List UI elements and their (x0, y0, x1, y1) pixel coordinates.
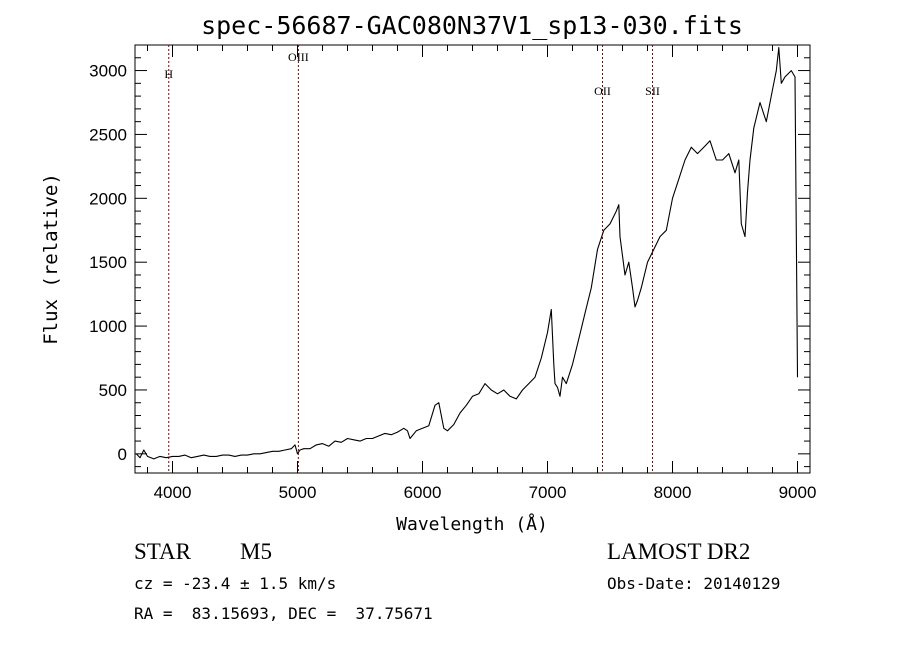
line-marker-label: OIII (288, 50, 309, 64)
x-tick-label: 5000 (279, 483, 317, 502)
object-subclass: M5 (240, 539, 272, 564)
survey-name: LAMOST DR2 (607, 539, 751, 564)
chart-title: spec-56687-GAC080N37V1_sp13-030.fits (201, 11, 743, 40)
x-axis-label: Wavelength (Å) (396, 513, 548, 535)
x-tick-label: 6000 (404, 483, 442, 502)
y-tick-label: 1000 (89, 317, 127, 336)
object-class: STAR (134, 539, 191, 564)
x-tick-label: 4000 (154, 483, 192, 502)
redshift-text: cz = -23.4 ± 1.5 km/s (134, 574, 337, 593)
y-tick-label: 3000 (89, 62, 127, 81)
spectrum-line (135, 47, 799, 460)
coordinates-text: RA = 83.15693, DEC = 37.75671 (134, 604, 433, 623)
y-tick-label: 2000 (89, 189, 127, 208)
y-tick-label: 2500 (89, 125, 127, 144)
line-marker-label: H (164, 67, 173, 81)
y-tick-label: 1500 (89, 253, 127, 272)
plot-frame (134, 44, 811, 474)
y-axis-label: Flux (relative) (40, 173, 62, 345)
line-marker-label: SII (645, 84, 660, 98)
x-tick-label: 8000 (654, 483, 692, 502)
line-marker-label: OII (594, 84, 611, 98)
y-tick-label: 500 (99, 381, 127, 400)
x-tick-label: 9000 (779, 483, 817, 502)
observation-date: Obs-Date: 20140129 (607, 574, 781, 593)
x-tick-label: 7000 (529, 483, 567, 502)
y-tick-label: 0 (118, 445, 127, 464)
